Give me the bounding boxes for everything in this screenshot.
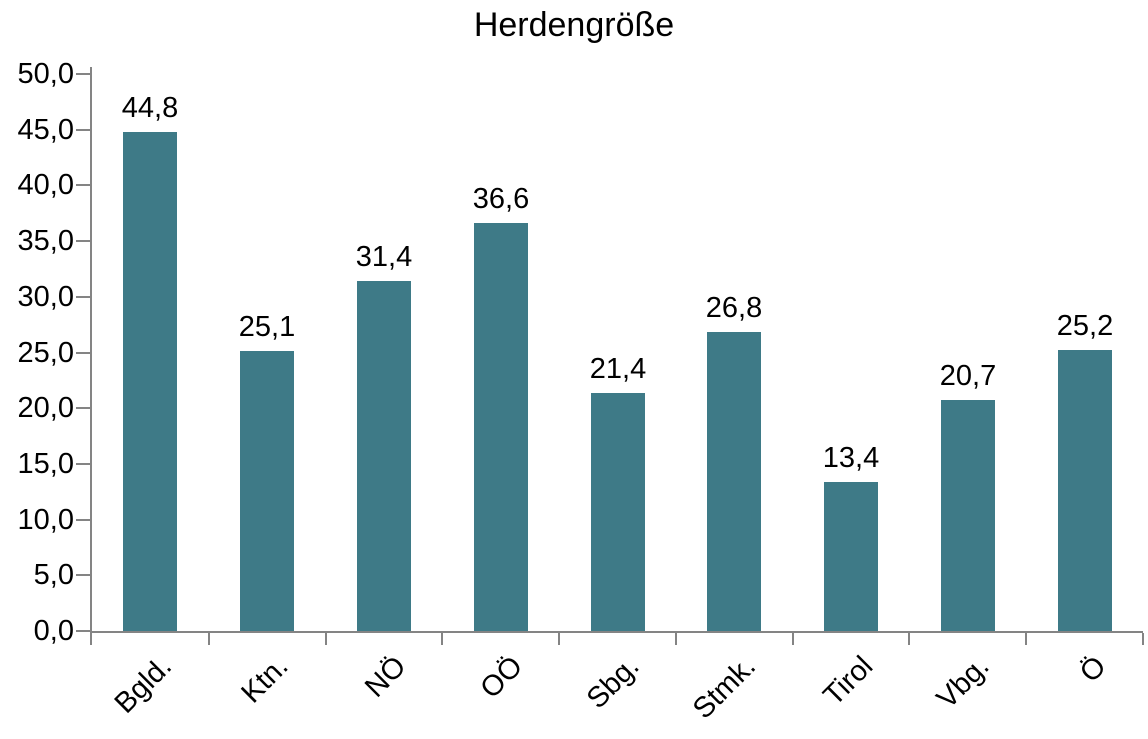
bar-value-label: 36,6 <box>472 183 530 215</box>
bar <box>123 132 177 631</box>
x-axis-tick <box>1142 633 1144 645</box>
y-axis-tick-label: 30,0 <box>17 280 74 313</box>
y-axis-tick-label: 25,0 <box>17 336 74 369</box>
bar <box>1058 350 1112 631</box>
y-axis-tick-label: 10,0 <box>17 503 74 536</box>
y-axis-tick <box>76 128 90 131</box>
x-axis-tick <box>674 633 677 645</box>
x-axis-category-label: Ö <box>1074 650 1113 689</box>
bar <box>941 400 995 631</box>
y-axis-tick-label: 15,0 <box>17 447 74 480</box>
y-axis-tick <box>76 574 90 577</box>
x-axis-tick <box>908 633 911 645</box>
x-axis-tick <box>207 633 210 645</box>
bar-value-label: 20,7 <box>939 360 997 392</box>
y-axis-tick <box>76 295 90 298</box>
y-axis-tick-label: 35,0 <box>17 225 74 258</box>
bar-value-label: 25,2 <box>1056 310 1114 342</box>
x-axis-tick <box>1025 633 1028 645</box>
y-axis-tick-label: 40,0 <box>17 169 74 202</box>
y-axis-tick-label: 20,0 <box>17 392 74 425</box>
bar <box>707 332 761 631</box>
y-axis-tick-label: 45,0 <box>17 113 74 146</box>
y-axis-line <box>90 67 92 645</box>
y-axis-tick <box>76 462 90 465</box>
chart-title: Herdengröße <box>473 6 675 44</box>
bar-value-label: 25,1 <box>238 311 296 343</box>
bar <box>240 351 294 631</box>
y-axis-tick <box>76 240 90 243</box>
y-axis-tick <box>76 407 90 410</box>
x-axis-category-label: Vbg. <box>931 650 996 716</box>
x-axis-tick <box>441 633 444 645</box>
x-axis-category-label: Ktn. <box>235 650 295 710</box>
y-axis-tick <box>76 351 90 354</box>
x-axis-tick <box>791 633 794 645</box>
x-axis-tick <box>324 633 327 645</box>
y-axis-tick <box>76 184 90 187</box>
x-axis-category-label: Sbg. <box>581 650 646 716</box>
y-axis-tick-label: 50,0 <box>17 58 74 90</box>
y-axis-tick <box>76 630 90 632</box>
bar <box>824 482 878 631</box>
bar-value-label: 44,8 <box>121 92 179 124</box>
x-axis-category-label: Bgld. <box>108 650 178 720</box>
y-axis-tick <box>76 518 90 521</box>
y-axis-tick-label: 0,0 <box>33 615 74 647</box>
x-axis-category-label: Tirol <box>817 650 879 713</box>
bar-value-label: 31,4 <box>355 241 413 273</box>
bar <box>474 223 528 631</box>
bar-value-label: 21,4 <box>589 353 647 385</box>
bar <box>591 393 645 631</box>
x-axis-category-label: NÖ <box>358 650 412 704</box>
bar-value-label: 26,8 <box>705 292 763 324</box>
x-axis-category-label: OÖ <box>474 650 529 705</box>
y-axis-tick-label: 5,0 <box>33 559 74 592</box>
x-axis-tick <box>558 633 561 645</box>
bar <box>357 281 411 631</box>
bar-value-label: 13,4 <box>822 442 880 474</box>
y-axis-tick <box>76 73 90 75</box>
x-axis-line <box>90 631 1143 633</box>
x-axis-category-label: Stmk. <box>686 650 762 726</box>
